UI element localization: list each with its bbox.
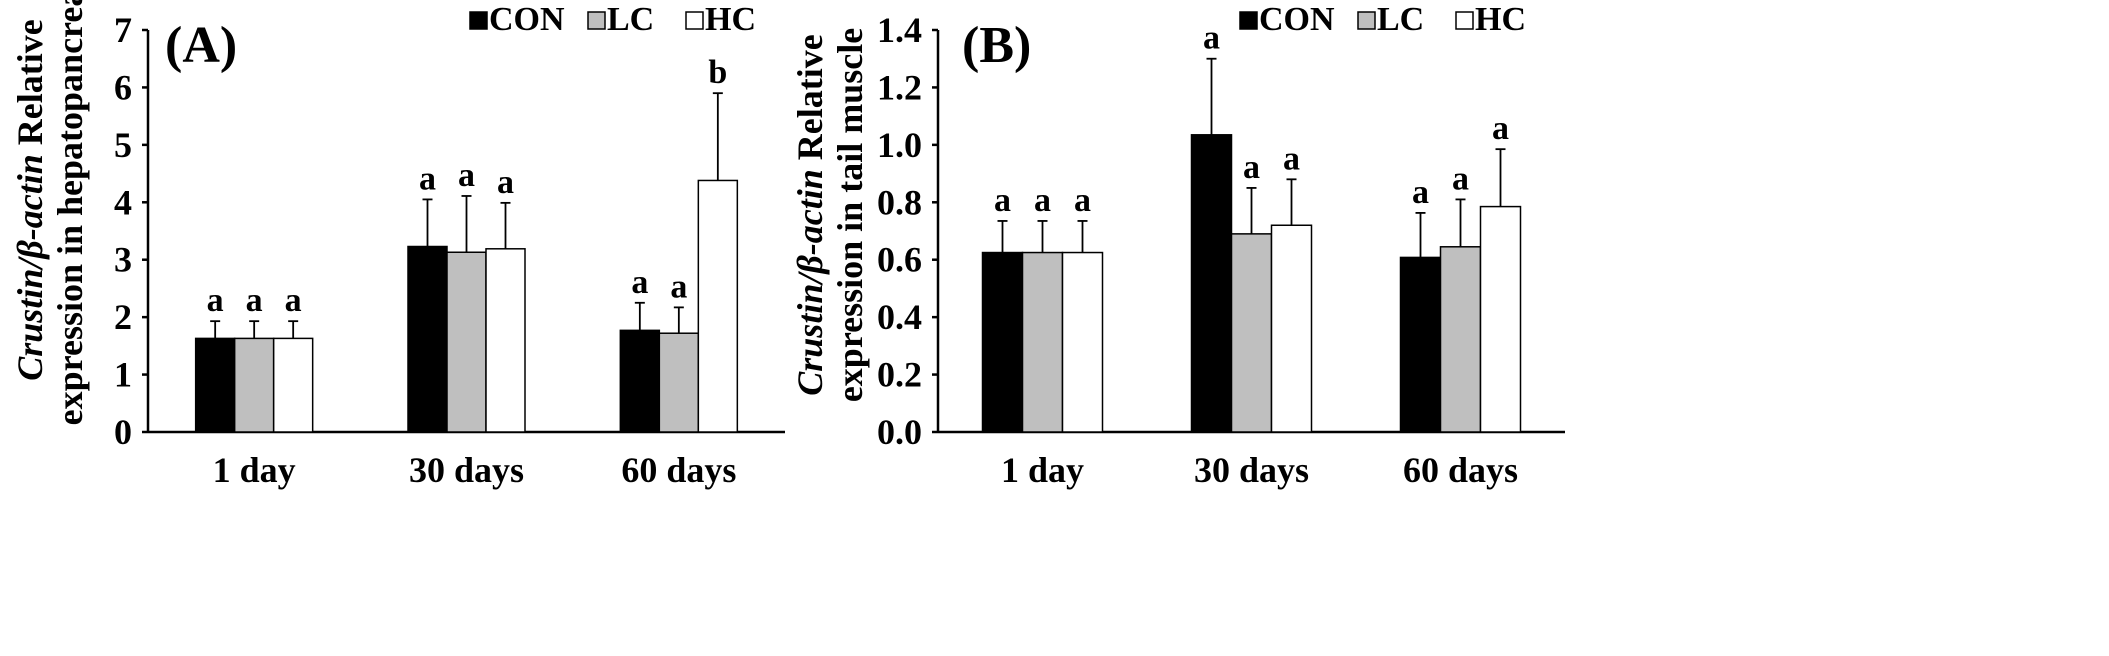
bar-hc [1479, 205, 1522, 433]
y-axis-title-rest: Relative [10, 19, 50, 154]
bar-lc [1230, 233, 1273, 433]
bar-lc [658, 332, 700, 433]
legend-swatch-hc [685, 11, 704, 30]
y-tick-label: 1.4 [877, 10, 922, 50]
bar-con [1399, 256, 1442, 433]
significance-letter: a [285, 282, 302, 319]
y-tick-label: 1.0 [877, 125, 922, 165]
legend-label-hc: HC [705, 1, 756, 38]
y-axis-title-line2: expression in hepatopancreas [50, 0, 90, 425]
y-tick-label: 0 [114, 412, 132, 452]
bar-hc [485, 248, 526, 433]
bar-hc [1061, 251, 1104, 433]
significance-letter: a [497, 164, 514, 201]
bar-con [407, 245, 448, 433]
significance-letter: a [1243, 149, 1260, 186]
x-category-label: 30 days [1194, 450, 1309, 490]
chart-panel-a: 0 1 2 3 4 5 6 7 Crustin/β-actin Relative expressi… [10, 0, 785, 490]
y-axis-title-italic: Crustin/β-actin [10, 154, 50, 381]
y-axis-title-line1: Crustin/β-actin Relative [790, 34, 830, 395]
bar-hc [697, 179, 739, 433]
y-tick-label: 0.2 [877, 355, 922, 395]
bar-con [1190, 134, 1233, 433]
significance-letter: a [1452, 160, 1469, 197]
y-tick-label: 3 [114, 240, 132, 280]
x-category-label: 30 days [409, 450, 524, 490]
bar-con [981, 251, 1024, 433]
significance-letter: a [1412, 174, 1429, 211]
legend-label-hc: HC [1475, 1, 1526, 38]
legend-label-lc: LC [1377, 1, 1424, 38]
significance-letter: b [708, 54, 727, 91]
significance-letter: a [1283, 140, 1300, 177]
significance-letter: a [1034, 182, 1051, 219]
y-tick-label: 0.4 [877, 297, 922, 337]
y-tick-label: 4 [114, 182, 132, 222]
bar-hc [1270, 224, 1313, 433]
significance-letter: a [1492, 110, 1509, 147]
bar-con [619, 329, 661, 433]
significance-letter: a [246, 282, 263, 319]
panel-label: (A) [165, 17, 237, 74]
legend-swatch-lc [587, 11, 606, 30]
significance-letter: a [994, 182, 1011, 219]
legend-label-con: CON [489, 1, 565, 38]
x-category-label: 60 days [1403, 450, 1518, 490]
x-category-label: 1 day [213, 450, 296, 490]
bar-lc [1021, 251, 1064, 433]
y-tick-label: 0.6 [877, 240, 922, 280]
legend-label-lc: LC [607, 1, 654, 38]
significance-letter: a [1203, 20, 1220, 57]
significance-letter: a [419, 160, 436, 197]
bar-lc [446, 251, 487, 433]
legend-swatch-con [1239, 11, 1258, 30]
y-axis-title-line1: Crustin/β-actin Relative [10, 19, 50, 380]
x-category-label: 60 days [621, 450, 736, 490]
bar-lc [233, 337, 275, 433]
y-tick-label: 0.0 [877, 412, 922, 452]
y-axis-title-rest: Relative [790, 34, 830, 169]
y-tick-label: 6 [114, 67, 132, 107]
y-tick-label: 1 [114, 355, 132, 395]
bar-hc [272, 337, 314, 433]
bar-lc [1439, 246, 1482, 433]
y-tick-label: 0.8 [877, 182, 922, 222]
legend-swatch-lc [1357, 11, 1376, 30]
legend-swatch-hc [1455, 11, 1474, 30]
significance-letter: a [207, 282, 224, 319]
y-axis-title-line2: expression in tail muscle [830, 28, 870, 402]
significance-letter: a [631, 264, 648, 301]
x-category-label: 1 day [1001, 450, 1084, 490]
panel-label: (B) [962, 17, 1031, 74]
chart-panel-b: 0.0 0.2 0.4 0.6 0.8 1.0 1.2 1.4 Crustin/β-actin … [790, 1, 1565, 490]
bar-con [194, 337, 236, 433]
y-tick-label: 1.2 [877, 67, 922, 107]
significance-letter: a [1074, 182, 1091, 219]
y-tick-label: 7 [114, 10, 132, 50]
legend-swatch-con [469, 11, 488, 30]
legend-label-con: CON [1259, 1, 1335, 38]
y-tick-label: 5 [114, 125, 132, 165]
y-axis-title-italic: Crustin/β-actin [790, 169, 830, 396]
significance-letter: a [458, 157, 475, 194]
y-tick-label: 2 [114, 297, 132, 337]
significance-letter: a [670, 268, 687, 305]
